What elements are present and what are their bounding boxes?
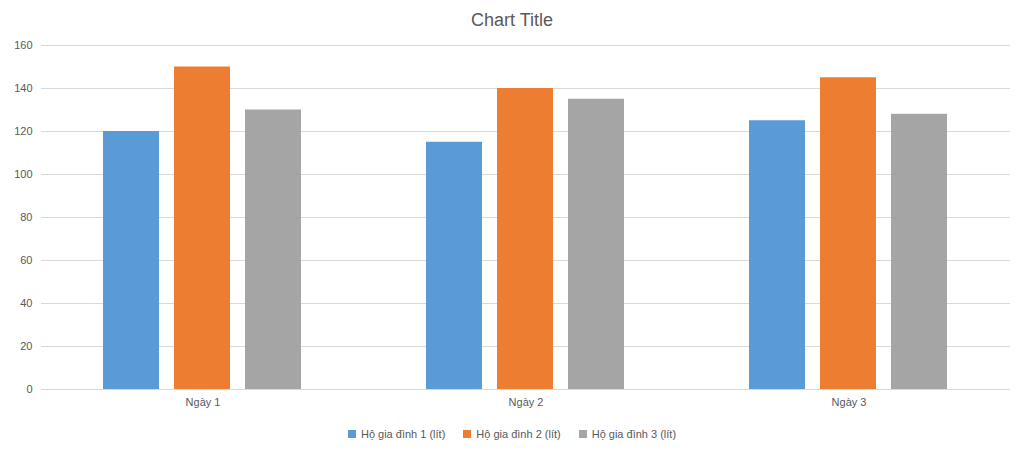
html-text:Hộ gia đình 3 (lít): Hộ gia đình 3 (lít) — [591, 428, 677, 440]
svg-text:160: 160 — [14, 40, 32, 51]
svg-text:80: 80 — [20, 211, 32, 223]
svg-text:40: 40 — [20, 297, 32, 309]
svg-text:120: 120 — [14, 125, 32, 137]
svg-text:Ngày 3: Ngày 3 — [832, 396, 867, 408]
svg-text:Ngày 2: Ngày 2 — [509, 396, 544, 408]
svg-text:60: 60 — [20, 254, 32, 266]
html-text:Chart Title: Chart Title — [471, 10, 553, 30]
svg-text:100: 100 — [14, 168, 32, 180]
html-text:Hộ gia đình 2 (lít): Hộ gia đình 2 (lít) — [476, 428, 561, 440]
html-text:Hộ gia đình 1 (lít): Hộ gia đình 1 (lít) — [360, 428, 446, 440]
svg-text:0: 0 — [26, 383, 32, 395]
svg-text:20: 20 — [20, 340, 32, 352]
svg-text:Ngày 1: Ngày 1 — [186, 396, 221, 408]
svg-text:140: 140 — [14, 82, 32, 94]
